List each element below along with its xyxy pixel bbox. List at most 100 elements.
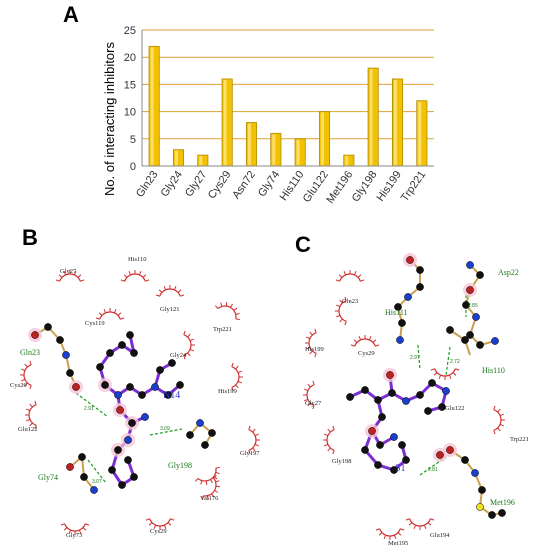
protein-bonds-c — [396, 259, 503, 517]
contact-spoke — [183, 355, 186, 360]
contact-spoke — [29, 422, 33, 427]
contact-spoke — [252, 447, 256, 452]
contact-residue-label: Cys29 — [358, 350, 375, 357]
contact-arc — [379, 528, 401, 537]
contact-spoke — [77, 274, 82, 278]
contact-spoke — [173, 286, 177, 291]
contact-spoke — [397, 532, 402, 536]
contact-spoke — [309, 331, 313, 336]
y-tick-label: 5 — [130, 134, 136, 146]
contact-residue-label: Met195 — [388, 540, 408, 547]
contact-spoke — [254, 443, 259, 447]
contact-spoke — [98, 312, 103, 316]
contact-spoke — [187, 333, 191, 338]
contact-spoke — [493, 430, 496, 435]
atom — [446, 326, 454, 334]
contact-spoke — [163, 524, 167, 529]
distance-label: 3.09 — [160, 426, 170, 432]
contact-spoke — [324, 443, 329, 447]
contact-spoke — [29, 385, 32, 390]
contact-spoke — [393, 534, 397, 539]
atom — [386, 371, 394, 379]
contact-spoke — [307, 383, 311, 388]
contact-spoke — [375, 528, 380, 531]
contact-spoke — [430, 368, 435, 371]
y-tick-label: 25 — [124, 25, 136, 37]
contact-spoke — [26, 408, 31, 412]
contact-spoke — [155, 294, 160, 297]
contact-spoke — [413, 524, 417, 529]
atom — [376, 441, 384, 449]
bar-highlight — [296, 139, 300, 165]
contact-spoke — [314, 353, 317, 358]
contact-spoke — [113, 309, 117, 314]
bar-chart: 0 5 10 15 20 25 Gln23 Gly24 Gly27 Cys29 Asn72 Gly7… — [100, 22, 440, 240]
contact-arc — [124, 273, 146, 282]
atom — [151, 383, 159, 391]
contact-spoke — [248, 425, 251, 430]
atom — [116, 406, 124, 414]
contact-residue-label: Trp221 — [213, 326, 232, 333]
contact-spoke — [123, 274, 128, 278]
contact-spoke — [324, 433, 329, 437]
atom — [126, 383, 134, 391]
contact-spoke — [433, 372, 438, 376]
contact-spoke — [357, 274, 362, 278]
atom — [124, 456, 132, 464]
atom — [491, 337, 499, 345]
hbond-residue-gly74: Gly74 — [38, 473, 58, 482]
y-tick-labels: 0 5 10 15 20 25 — [124, 25, 136, 173]
hbond-residue-gly198: Gly198 — [168, 461, 192, 470]
contact-residue-label: Gly121 — [160, 306, 180, 313]
contact-spoke — [24, 363, 28, 368]
contact-spoke — [344, 296, 347, 301]
contact-spoke — [120, 279, 125, 282]
contact-spoke — [375, 344, 380, 347]
atom — [398, 441, 406, 449]
atom — [442, 387, 450, 395]
contact-spoke — [210, 479, 213, 484]
hbonds-c — [417, 295, 467, 476]
atom — [56, 336, 64, 344]
atom — [402, 397, 410, 405]
contact-spoke — [211, 493, 215, 498]
contact-spoke — [360, 279, 365, 282]
contact-spoke — [78, 529, 82, 534]
interaction-diagram-c: S1 Asp22 His111 His110 Met196 2.85 2.97 … — [303, 253, 529, 547]
contact-spoke — [215, 480, 220, 483]
contact-spoke — [497, 408, 501, 413]
atom — [361, 386, 369, 394]
atom — [346, 393, 354, 401]
contact-spoke — [214, 490, 219, 493]
contact-spoke — [378, 532, 383, 536]
contact-spoke — [254, 433, 259, 437]
contact-spoke — [335, 279, 340, 282]
atom — [80, 473, 88, 481]
distance-label: 3.07 — [92, 479, 102, 485]
atom — [438, 403, 446, 411]
contact-spoke — [339, 299, 343, 304]
contact-spoke — [497, 427, 501, 432]
contact-spoke — [230, 303, 233, 308]
contact-spoke — [332, 450, 335, 455]
hbond-residue-his111: His111 — [385, 308, 408, 317]
atom — [416, 283, 424, 291]
atom — [130, 349, 138, 357]
atom — [466, 286, 474, 294]
contact-spoke — [383, 534, 387, 539]
contact-spoke — [358, 336, 362, 341]
contact-spoke — [200, 480, 203, 485]
atom — [374, 396, 382, 404]
distance-label: 2.97 — [410, 355, 420, 361]
contact-residue-label: Gly27 — [60, 268, 77, 275]
atom — [156, 366, 164, 374]
contact-spoke — [24, 382, 28, 387]
atom — [404, 293, 412, 301]
hydrophobic-contacts-c — [303, 270, 505, 540]
contact-spoke — [353, 339, 358, 343]
hbond-residue-gln23: Gln23 — [20, 348, 40, 357]
atom — [62, 351, 70, 359]
contact-spoke — [220, 302, 223, 307]
contact-arc — [326, 429, 335, 451]
atom — [368, 427, 376, 435]
